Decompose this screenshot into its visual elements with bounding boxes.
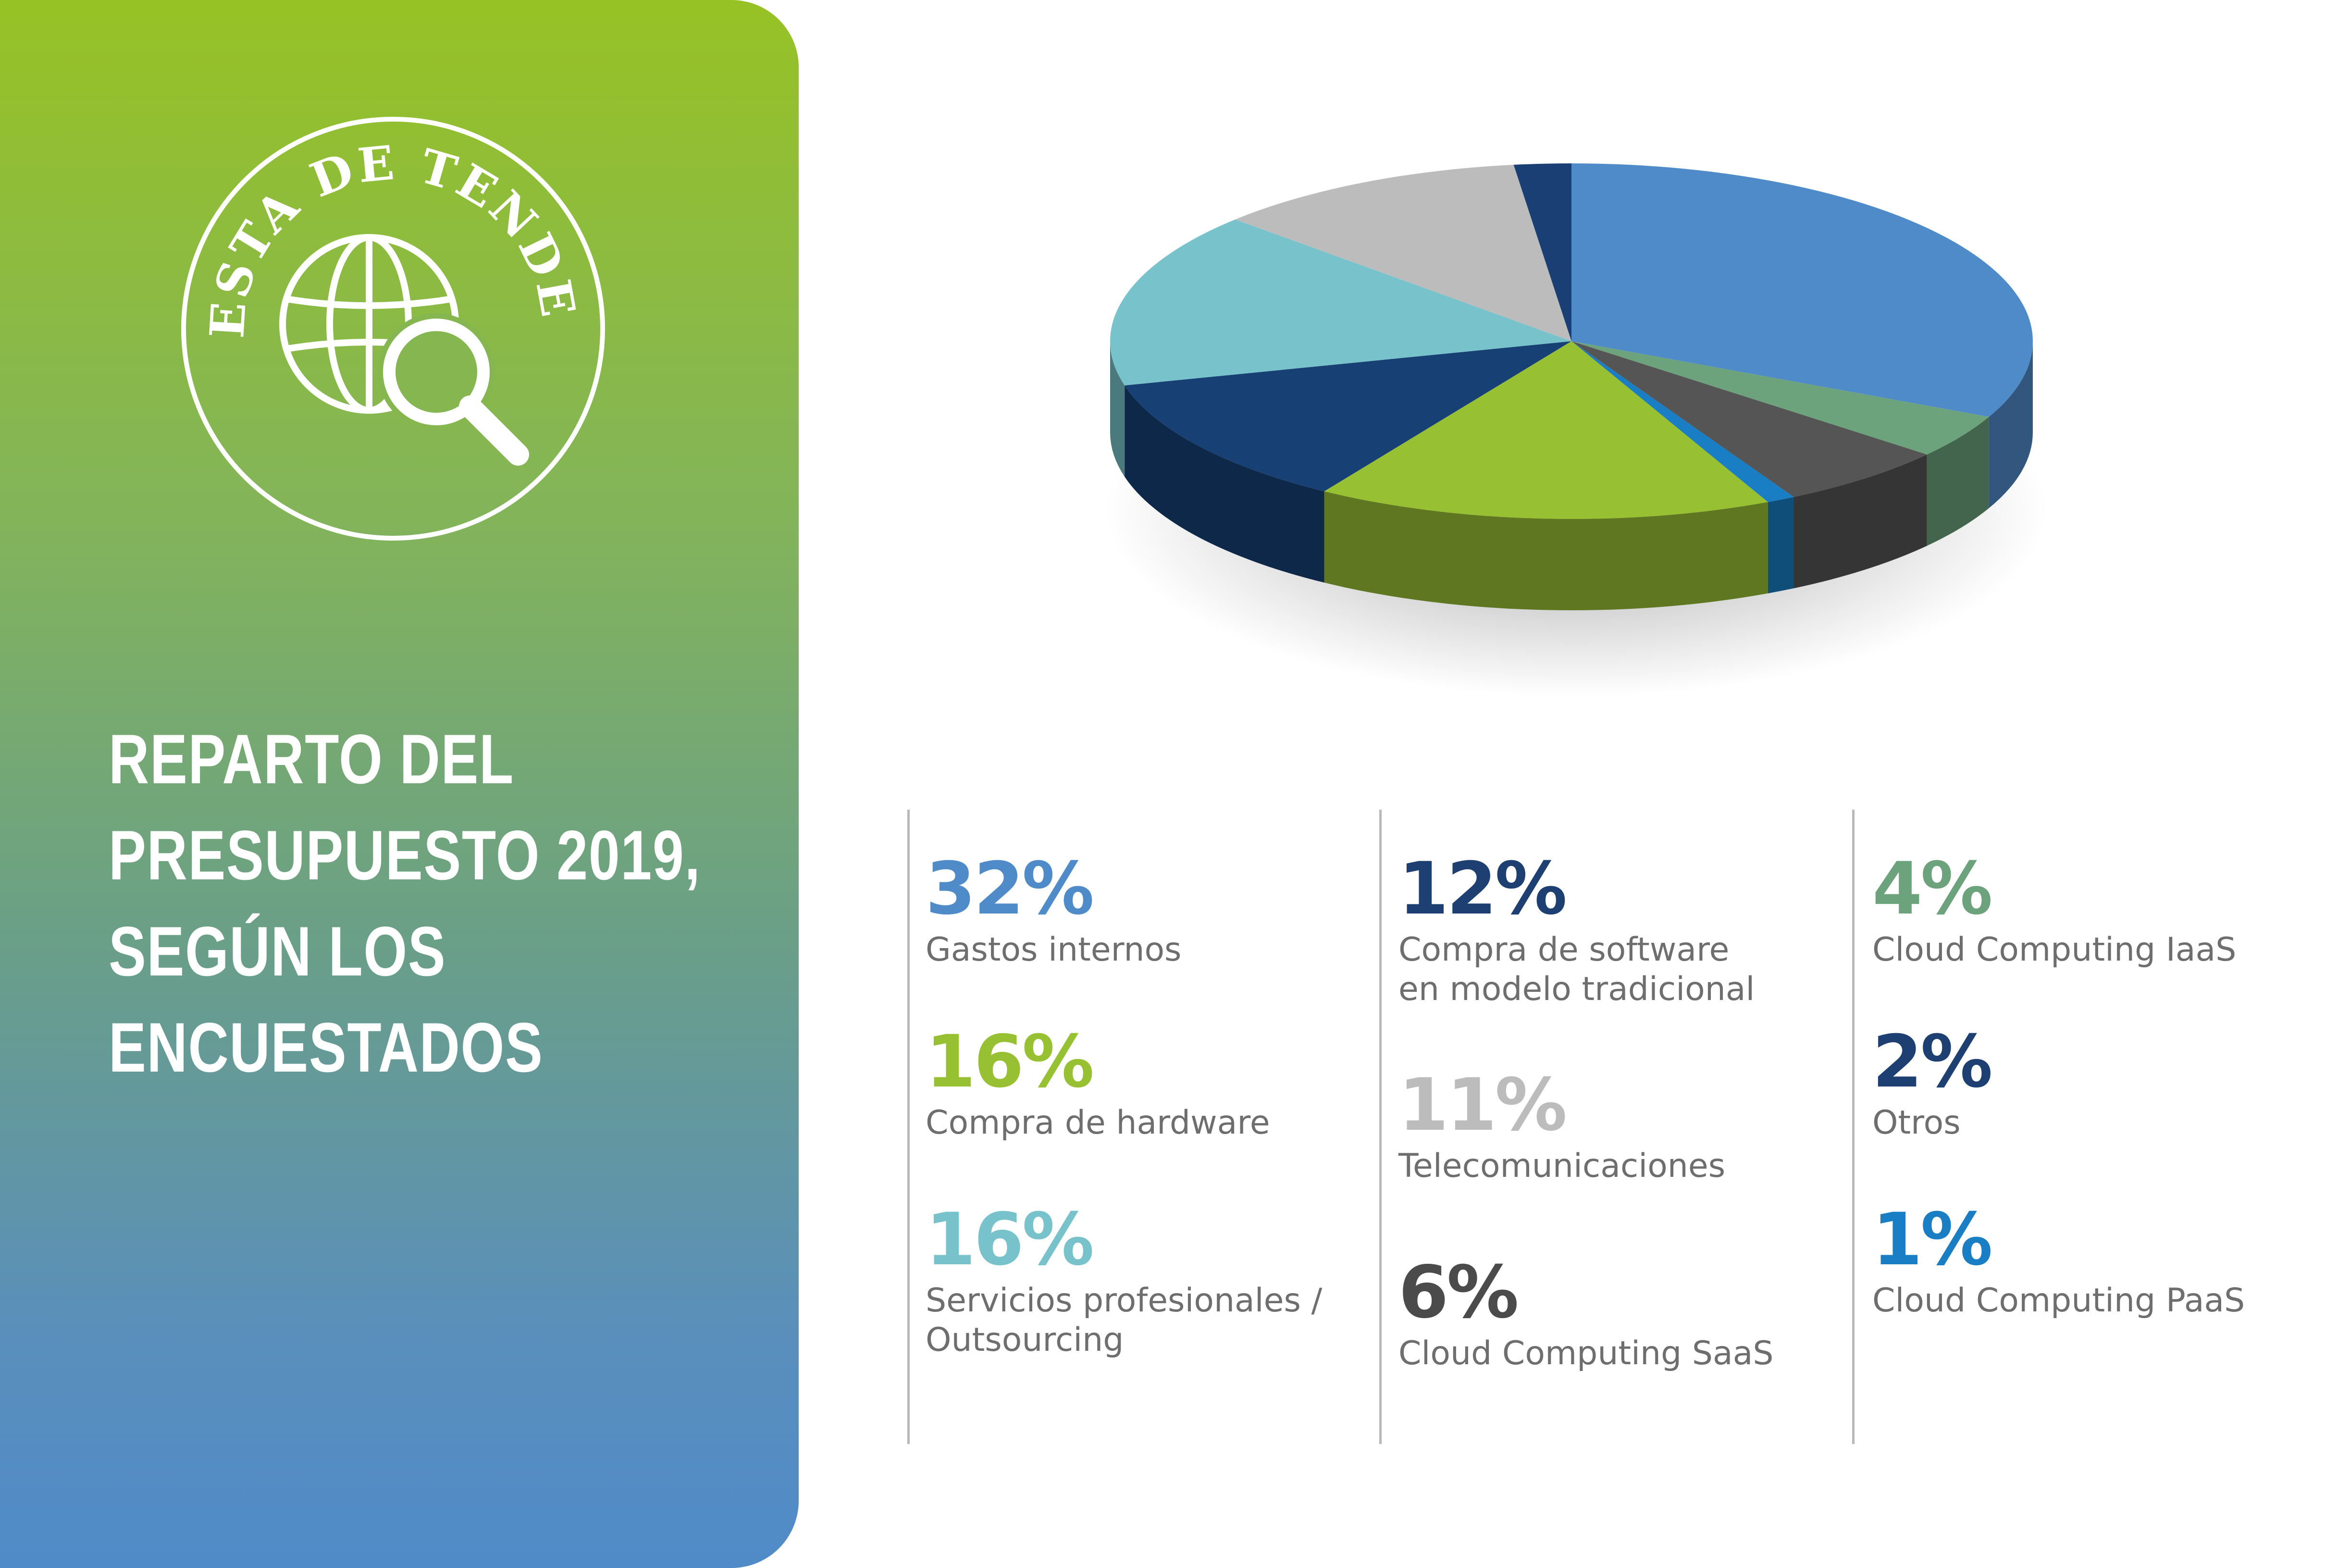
title-line: ENCUESTADOS	[109, 1008, 544, 1086]
pie-slice-side	[1324, 491, 1768, 610]
legend-divider	[1379, 810, 1382, 1444]
legend-label-line: Gastos internos	[926, 931, 1182, 969]
legend-value: 1%	[1872, 1198, 1993, 1282]
pie-slice-side	[1793, 454, 1927, 589]
pie-slice	[1125, 341, 1571, 492]
pie-slice	[1571, 341, 1794, 502]
page-title: REPARTO DEL PRESUPUESTO 2019, SEGÚN LOS …	[109, 711, 733, 1096]
legend-value: 6%	[1398, 1251, 1519, 1334]
pie-slice-side	[1989, 341, 2033, 508]
pie-slice	[1324, 341, 1768, 519]
legend-value: 16%	[926, 1198, 1094, 1282]
legend-item: 4% Cloud Computing IaaS	[1872, 851, 2236, 970]
legend-item: 6% Cloud Computing SaaS	[1398, 1254, 1774, 1373]
legend-label-line: Cloud Computing IaaS	[1872, 931, 2237, 969]
legend-value: 16%	[926, 1020, 1094, 1104]
legend-item: 16% Compra de hardware	[926, 1024, 1270, 1143]
title-line: REPARTO DEL	[109, 720, 514, 798]
legend-divider	[1852, 810, 1855, 1444]
side-panel: ENCUESTA DE TENDENCIAS REPARTO DEL PRESU…	[0, 0, 799, 1568]
pie-slice	[1513, 163, 1571, 341]
legend-label-line: en modelo tradicional	[1398, 970, 1755, 1008]
title-line: SEGÚN LOS	[109, 912, 446, 990]
legend-label-line: Cloud Computing PaaS	[1872, 1282, 2245, 1320]
legend-label: Telecomunicaciones	[1398, 1147, 1725, 1186]
pie-slice	[1110, 219, 1571, 386]
legend-value: 11%	[1398, 1063, 1567, 1147]
pie-slice	[1571, 341, 1927, 497]
legend-value: 12%	[1398, 847, 1567, 931]
title-line: PRESUPUESTO 2019,	[109, 816, 701, 894]
legend-label: Servicios profesionales / Outsourcing	[926, 1281, 1322, 1360]
pie-slice	[1235, 164, 1571, 341]
legend-label-line: Compra de hardware	[926, 1104, 1270, 1142]
pie-slice-side	[1125, 385, 1324, 583]
survey-badge: ENCUESTA DE TENDENCIAS	[177, 112, 605, 541]
pie-tops	[1110, 163, 2033, 519]
legend-value: 4%	[1872, 847, 1993, 931]
legend-label-line: Compra de software	[1398, 931, 1730, 969]
legend-value: 32%	[926, 847, 1094, 931]
legend-value: 2%	[1872, 1020, 1993, 1104]
legend-label: Cloud Computing SaaS	[1398, 1334, 1774, 1373]
legend-label: Cloud Computing PaaS	[1872, 1281, 2245, 1321]
legend-label-line: Otros	[1872, 1104, 1961, 1142]
pie-slice	[1571, 341, 1989, 455]
legend-item: 12% Compra de software en modelo tradicion…	[1398, 851, 1755, 1009]
legend-label-line: Cloud Computing SaaS	[1398, 1334, 1774, 1372]
legend-item: 2% Otros	[1872, 1020, 1993, 1143]
pie-slice	[1571, 163, 2033, 417]
legend-item: 1% Cloud Computing PaaS	[1872, 1201, 2245, 1321]
legend-label: Cloud Computing IaaS	[1872, 930, 2236, 970]
legend-label-line: Servicios profesionales /	[926, 1282, 1323, 1320]
legend-label: Otros	[1872, 1103, 1991, 1143]
legend-label: Gastos internos	[926, 930, 1181, 970]
badge-ring	[181, 117, 605, 541]
legend-label-line: Telecomunicaciones	[1398, 1147, 1726, 1185]
pie-sides	[1110, 341, 2033, 610]
magnifier-icon	[378, 313, 529, 466]
legend-item: 16% Servicios profesionales / Outsourcing	[926, 1201, 1322, 1360]
legend-label: Compra de software en modelo tradicional	[1398, 930, 1755, 1009]
legend-divider	[907, 810, 910, 1444]
legend-label-line: Outsourcing	[926, 1321, 1124, 1359]
budget-pie-chart	[1105, 163, 2047, 697]
legend-item: 11% Telecomunicaciones	[1398, 1067, 1725, 1186]
legend-label: Compra de hardware	[926, 1103, 1270, 1143]
legend-item: 32% Gastos internos	[926, 851, 1181, 970]
pie-slice-side	[1768, 497, 1794, 593]
pie-slice-side	[1110, 341, 1125, 477]
pie-slice-side	[1927, 417, 1989, 546]
